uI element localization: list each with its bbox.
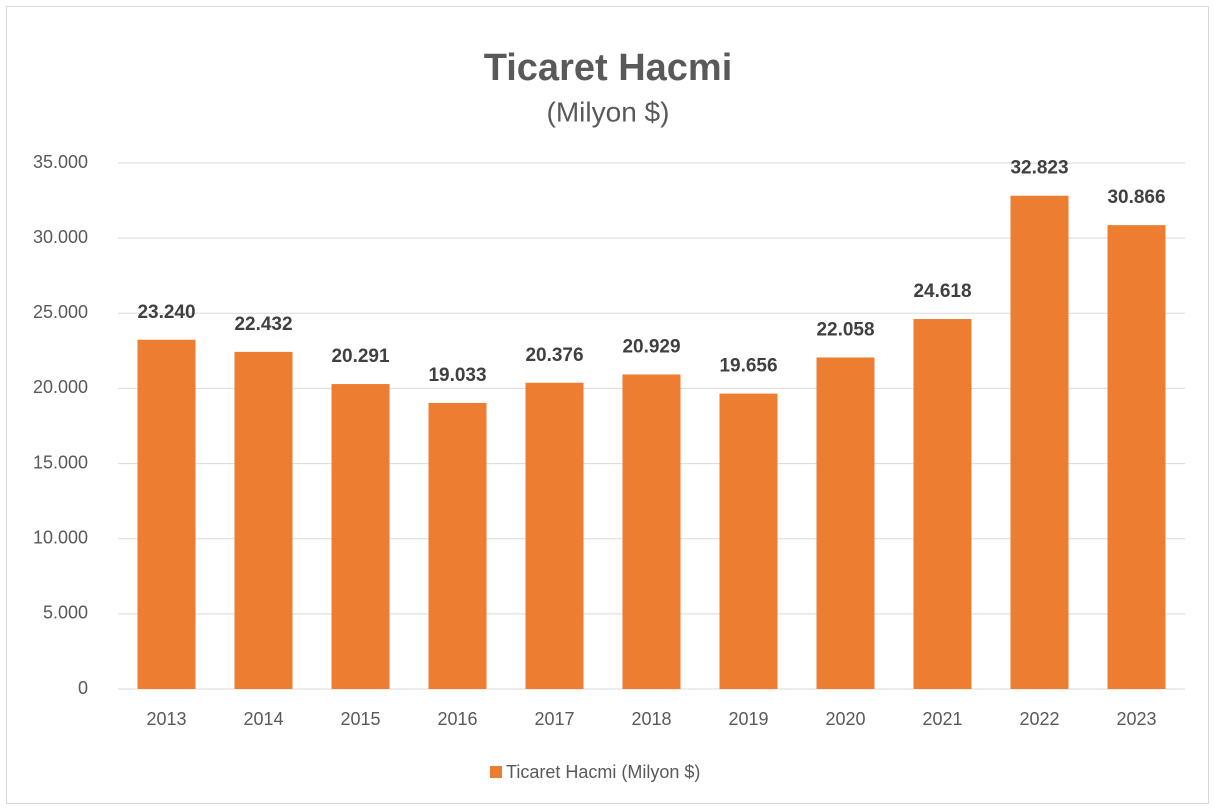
x-tick-label: 2021 bbox=[922, 709, 962, 729]
bar bbox=[1107, 225, 1166, 689]
data-label: 19.033 bbox=[428, 365, 486, 386]
x-tick-label: 2023 bbox=[1116, 709, 1156, 729]
x-tick-label: 2013 bbox=[146, 709, 186, 729]
legend-swatch bbox=[490, 766, 502, 778]
x-tick-label: 2022 bbox=[1019, 709, 1059, 729]
data-label: 20.376 bbox=[525, 345, 583, 366]
y-tick-label: 5.000 bbox=[43, 603, 88, 623]
bar bbox=[428, 402, 487, 689]
legend-label: Ticaret Hacmi (Milyon $) bbox=[506, 762, 700, 782]
x-tick-label: 2014 bbox=[243, 709, 283, 729]
bar bbox=[331, 384, 390, 689]
chart-title: Ticaret Hacmi bbox=[484, 47, 733, 89]
x-tick-label: 2018 bbox=[631, 709, 671, 729]
data-label: 22.432 bbox=[234, 314, 292, 335]
data-label: 19.656 bbox=[719, 356, 777, 377]
x-tick-label: 2016 bbox=[437, 709, 477, 729]
data-label: 24.618 bbox=[913, 281, 971, 302]
bar bbox=[622, 374, 681, 689]
y-tick-label: 30.000 bbox=[33, 227, 88, 247]
x-tick-label: 2019 bbox=[728, 709, 768, 729]
bar bbox=[525, 382, 584, 689]
y-tick-label: 35.000 bbox=[33, 152, 88, 172]
data-label: 32.823 bbox=[1010, 158, 1068, 179]
data-label: 23.240 bbox=[137, 302, 195, 323]
data-label: 20.929 bbox=[622, 336, 680, 357]
bar bbox=[234, 351, 293, 689]
y-tick-label: 10.000 bbox=[33, 527, 88, 547]
x-tick-label: 2020 bbox=[825, 709, 865, 729]
bar bbox=[816, 357, 875, 689]
bar bbox=[719, 393, 778, 689]
data-label: 20.291 bbox=[331, 346, 390, 367]
y-tick-label: 15.000 bbox=[33, 452, 88, 472]
x-tick-label: 2015 bbox=[340, 709, 380, 729]
data-label: 30.866 bbox=[1107, 187, 1165, 208]
chart-border bbox=[6, 6, 1209, 804]
bar bbox=[137, 339, 196, 689]
y-tick-label: 0 bbox=[78, 678, 88, 698]
data-label: 22.058 bbox=[816, 320, 874, 341]
bar bbox=[1010, 195, 1069, 689]
x-tick-label: 2017 bbox=[534, 709, 574, 729]
bar bbox=[913, 319, 972, 689]
chart-subtitle: (Milyon $) bbox=[547, 96, 670, 127]
y-tick-label: 20.000 bbox=[33, 377, 88, 397]
y-tick-label: 25.000 bbox=[33, 302, 88, 322]
